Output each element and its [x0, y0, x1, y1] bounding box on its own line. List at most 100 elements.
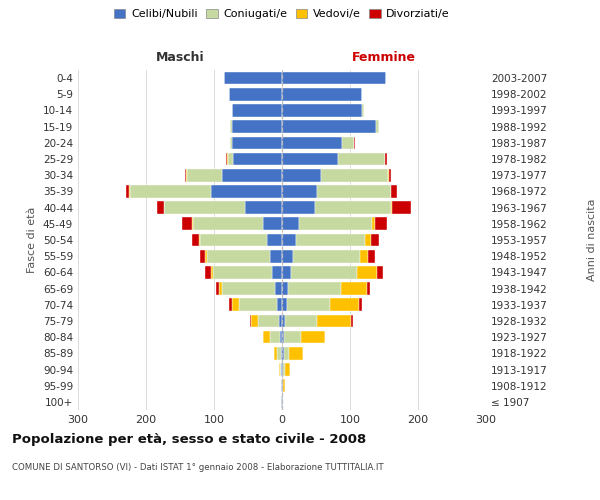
Bar — [227, 152, 233, 166]
Bar — [282, 169, 322, 181]
Bar — [285, 363, 290, 376]
Bar — [278, 314, 282, 328]
Bar — [368, 250, 375, 262]
Bar — [277, 298, 282, 311]
Bar — [392, 202, 411, 214]
Bar — [277, 347, 281, 360]
Bar — [282, 380, 283, 392]
Bar — [282, 363, 283, 376]
Bar — [282, 72, 386, 85]
Bar — [267, 234, 282, 246]
Bar — [230, 120, 232, 133]
Bar — [362, 104, 364, 117]
Text: Maschi: Maschi — [155, 50, 205, 64]
Bar — [282, 347, 284, 360]
Y-axis label: Anni di nascita: Anni di nascita — [587, 198, 597, 281]
Bar — [280, 331, 282, 344]
Bar — [283, 380, 286, 392]
Bar — [373, 218, 375, 230]
Bar — [314, 202, 391, 214]
Bar — [220, 282, 222, 295]
Bar — [287, 298, 329, 311]
Bar — [187, 169, 222, 181]
Bar — [317, 185, 391, 198]
Bar — [282, 266, 291, 278]
Bar — [275, 282, 282, 295]
Bar — [193, 218, 263, 230]
Bar — [342, 136, 354, 149]
Text: Femmine: Femmine — [352, 50, 416, 64]
Bar — [282, 104, 362, 117]
Bar — [270, 331, 280, 344]
Bar — [385, 152, 387, 166]
Bar — [263, 331, 270, 344]
Bar — [200, 234, 267, 246]
Bar — [358, 266, 377, 278]
Bar — [250, 314, 251, 328]
Bar — [157, 202, 164, 214]
Bar — [216, 282, 220, 295]
Bar — [282, 120, 376, 133]
Bar — [377, 266, 383, 278]
Bar — [164, 202, 245, 214]
Bar — [301, 331, 325, 344]
Text: COMUNE DI SANTORSO (VI) - Dati ISTAT 1° gennaio 2008 - Elaborazione TUTTITALIA.I: COMUNE DI SANTORSO (VI) - Dati ISTAT 1° … — [12, 462, 383, 471]
Bar — [182, 218, 192, 230]
Bar — [291, 266, 358, 278]
Bar — [211, 266, 212, 278]
Bar — [226, 152, 227, 166]
Bar — [233, 152, 282, 166]
Bar — [288, 282, 341, 295]
Bar — [192, 234, 199, 246]
Bar — [245, 202, 282, 214]
Bar — [205, 250, 206, 262]
Bar — [212, 266, 272, 278]
Bar — [284, 331, 301, 344]
Bar — [222, 169, 282, 181]
Bar — [278, 363, 280, 376]
Bar — [230, 136, 232, 149]
Bar — [365, 234, 371, 246]
Bar — [282, 152, 338, 166]
Bar — [389, 169, 391, 181]
Bar — [224, 72, 282, 85]
Bar — [338, 152, 385, 166]
Bar — [222, 282, 275, 295]
Bar — [282, 298, 287, 311]
Bar — [192, 218, 193, 230]
Bar — [185, 169, 186, 181]
Bar — [329, 298, 359, 311]
Bar — [211, 185, 282, 198]
Bar — [281, 363, 282, 376]
Bar — [281, 396, 282, 408]
Bar — [129, 185, 130, 198]
Bar — [282, 88, 362, 101]
Bar — [232, 104, 282, 117]
Bar — [232, 298, 239, 311]
Bar — [341, 282, 367, 295]
Bar — [200, 250, 205, 262]
Bar — [388, 169, 389, 181]
Bar — [251, 314, 258, 328]
Bar — [270, 250, 282, 262]
Bar — [282, 202, 314, 214]
Bar — [229, 88, 282, 101]
Bar — [322, 169, 388, 181]
Bar — [359, 298, 362, 311]
Bar — [359, 250, 368, 262]
Bar — [205, 266, 211, 278]
Bar — [391, 185, 397, 198]
Bar — [289, 347, 303, 360]
Bar — [232, 136, 282, 149]
Bar — [232, 120, 282, 133]
Bar — [199, 234, 200, 246]
Bar — [285, 314, 317, 328]
Bar — [206, 250, 270, 262]
Bar — [125, 185, 129, 198]
Bar — [280, 363, 281, 376]
Bar — [272, 266, 282, 278]
Bar — [371, 234, 379, 246]
Bar — [367, 282, 370, 295]
Bar — [299, 218, 373, 230]
Bar — [293, 250, 359, 262]
